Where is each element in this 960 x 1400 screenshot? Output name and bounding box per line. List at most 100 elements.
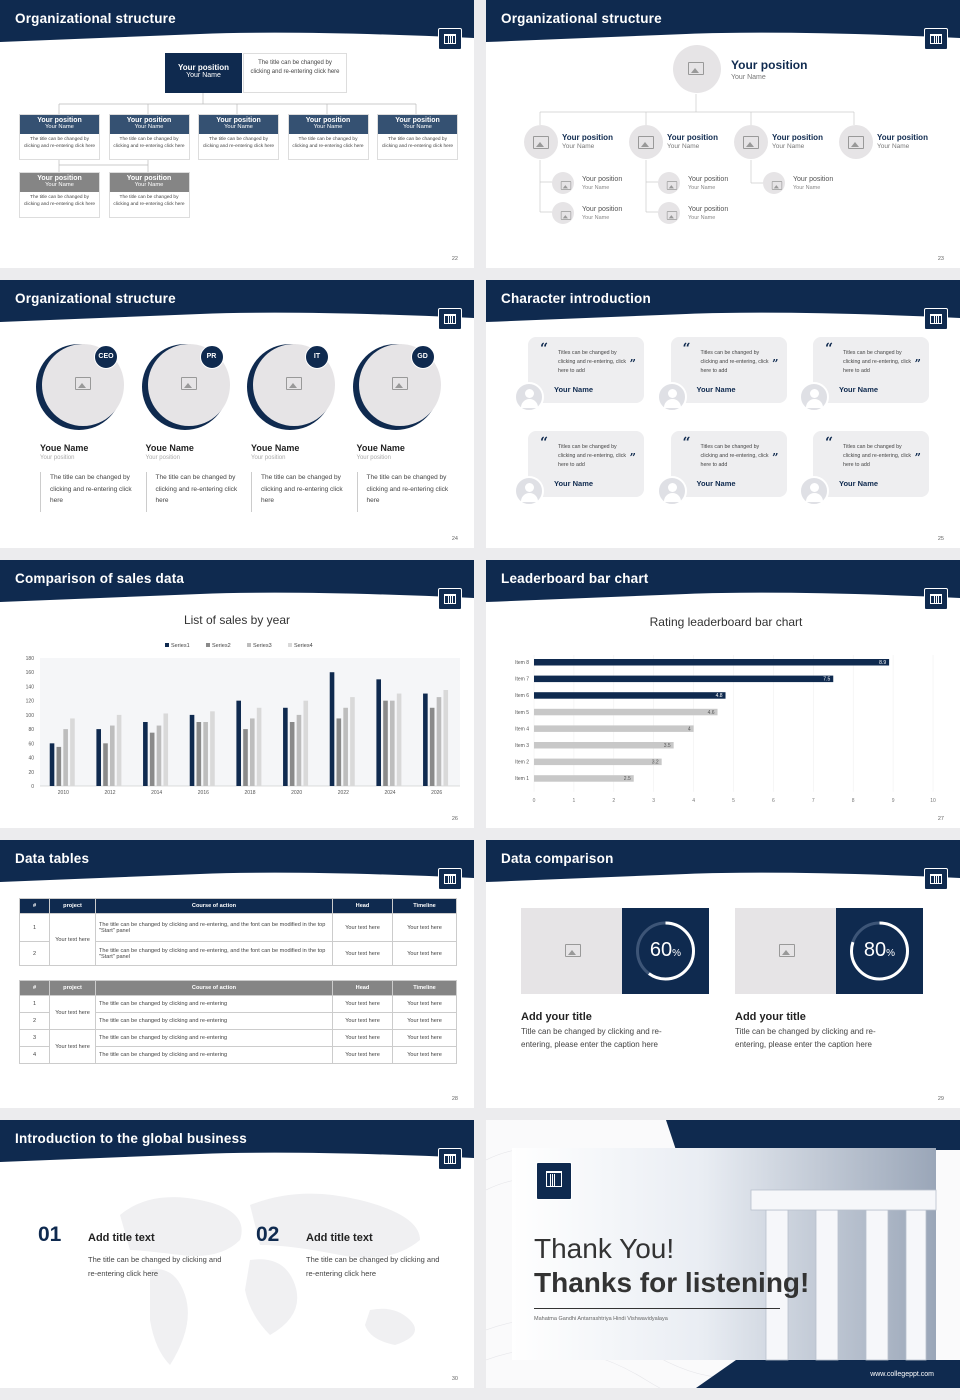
y-tick-label: 60 bbox=[28, 741, 34, 747]
quote-close-icon: ” bbox=[772, 451, 779, 464]
name-text: Your Name bbox=[877, 143, 910, 150]
slide-30: Introduction to the global business 01 Ad… bbox=[0, 1120, 474, 1388]
head-cell: Your text here bbox=[332, 1046, 393, 1064]
image-placeholder bbox=[521, 908, 623, 994]
avatar-body bbox=[521, 399, 538, 408]
col-header: Course of action bbox=[95, 898, 333, 914]
bar bbox=[210, 711, 215, 786]
building-columns bbox=[750, 1189, 937, 1361]
table-row: 4 The title can be changed by clicking a… bbox=[19, 1046, 457, 1064]
col-header: # bbox=[19, 980, 50, 996]
avatar-small bbox=[552, 172, 574, 194]
avatar-head bbox=[525, 389, 534, 398]
bar bbox=[383, 700, 388, 786]
bar bbox=[376, 679, 381, 786]
slide-26: Comparison of sales data List of sales b… bbox=[0, 560, 474, 828]
data-table-2: # project Course of action Head Timeline… bbox=[19, 980, 457, 1064]
percent-number: 80 bbox=[863, 939, 887, 961]
avatar-head bbox=[525, 483, 534, 492]
position-text: Your position bbox=[216, 117, 261, 124]
slide-header: Data comparison bbox=[486, 840, 960, 890]
y-tick-label: Item 7 bbox=[515, 677, 529, 683]
university-logo-icon bbox=[924, 868, 948, 890]
card-name: Your Name bbox=[554, 385, 594, 394]
bar bbox=[96, 729, 101, 786]
user-avatar-icon bbox=[514, 476, 544, 506]
data-label: 4.6 bbox=[708, 710, 715, 716]
item-desc: Title can be changed by clicking and re-… bbox=[521, 1027, 662, 1049]
card-name: Your Name bbox=[554, 479, 594, 488]
legend-item: Series3 bbox=[247, 643, 272, 649]
y-tick-label: Item 8 bbox=[515, 660, 529, 666]
legend-label: Series1 bbox=[171, 643, 190, 649]
avatar-head bbox=[810, 389, 819, 398]
bar bbox=[56, 746, 62, 786]
org-card-header: Your position Your Name bbox=[20, 173, 99, 192]
page-number: 22 bbox=[451, 256, 458, 262]
name-text: Your Name bbox=[772, 143, 805, 150]
name-text: Your Name bbox=[667, 143, 700, 150]
name-text: Your Name bbox=[45, 182, 74, 188]
character-card: “ ” Titles can be changed by clicking and … bbox=[813, 337, 929, 403]
avatar-body bbox=[663, 399, 681, 408]
position-text: Your position bbox=[178, 63, 229, 72]
person-position: Your position bbox=[40, 455, 75, 461]
org-top-desc: The title can be changed by clicking and… bbox=[243, 53, 347, 93]
card-text: Titles can be changed by clicking and re… bbox=[843, 350, 912, 374]
avatar-small bbox=[763, 172, 785, 194]
position-text: Your position bbox=[582, 206, 623, 213]
avatar-body bbox=[806, 399, 823, 408]
card-name: Your Name bbox=[696, 479, 736, 488]
image-placeholder-icon bbox=[75, 377, 91, 390]
x-tick-label: 2018 bbox=[244, 790, 255, 796]
quote-close-icon: ” bbox=[914, 451, 921, 464]
item-title: Add title text bbox=[88, 1232, 155, 1244]
org-card-desc: The title can be changed by clicking and… bbox=[23, 195, 96, 208]
slide-31: Thank You! Thanks for listening! Mahatma… bbox=[486, 1120, 960, 1388]
user-avatar-icon bbox=[799, 476, 829, 506]
position-text: Your position bbox=[582, 176, 623, 183]
head-cell: Your text here bbox=[332, 913, 393, 942]
bar bbox=[63, 729, 68, 786]
position-text: Your position bbox=[305, 117, 351, 124]
slide-title: Comparison of sales data bbox=[15, 571, 185, 586]
character-card: “ ” Titles can be changed by clicking and … bbox=[813, 431, 929, 497]
y-tick-label: 120 bbox=[26, 699, 35, 705]
position-text: Your position bbox=[688, 176, 729, 183]
timeline-cell: Your text here bbox=[392, 995, 457, 1013]
avatar bbox=[734, 125, 768, 159]
name-text: Your Name bbox=[688, 185, 716, 191]
org-card-header: Your position Your Name bbox=[109, 173, 189, 192]
percent-value: 60% bbox=[622, 939, 709, 962]
slide-28: Data tables # project Course of action H… bbox=[0, 840, 474, 1108]
percent-value: 80% bbox=[836, 939, 923, 962]
progress-ring bbox=[850, 921, 909, 981]
position-text: Your position bbox=[37, 175, 82, 182]
row-number: 1 bbox=[19, 913, 50, 942]
bar bbox=[110, 725, 115, 786]
position-text: Your position bbox=[395, 117, 440, 124]
org-connectors bbox=[58, 93, 417, 172]
item-title: Add your title bbox=[735, 1011, 806, 1023]
slide-title: Organizational structure bbox=[501, 11, 662, 26]
position-text: Your position bbox=[37, 117, 82, 124]
bar bbox=[534, 659, 890, 666]
action-cell: The title can be changed by clicking and… bbox=[95, 995, 333, 1013]
position-text: Your position bbox=[877, 133, 928, 142]
bar bbox=[534, 775, 634, 782]
slide-header: Comparison of sales data bbox=[0, 560, 474, 610]
percent-number: 60 bbox=[649, 939, 673, 961]
x-tick-label: 6 bbox=[772, 798, 775, 802]
org-card: Your position Your Name The title can be c… bbox=[377, 114, 458, 160]
page-number: 28 bbox=[451, 1096, 458, 1102]
bar bbox=[143, 722, 148, 786]
x-tick-label: 2020 bbox=[291, 790, 302, 796]
card-text: Titles can be changed by clicking and re… bbox=[843, 444, 912, 468]
avatar-head bbox=[667, 389, 677, 398]
avatar-body bbox=[806, 493, 823, 502]
person-position: Your position bbox=[251, 455, 286, 461]
card-text: Titles can be changed by clicking and re… bbox=[558, 350, 627, 374]
user-avatar-icon bbox=[799, 382, 829, 412]
divider-line bbox=[356, 472, 358, 512]
person-desc: The title can be changed by clicking and… bbox=[155, 474, 238, 505]
